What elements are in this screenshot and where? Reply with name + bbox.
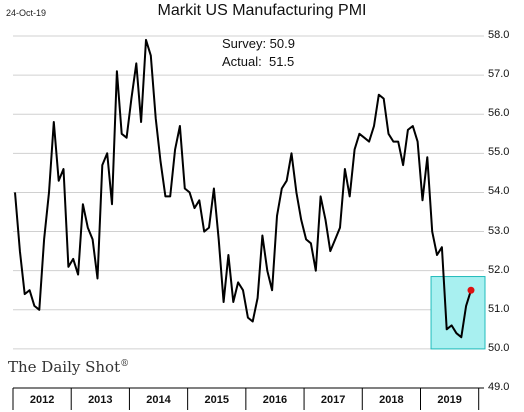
- x-tick-label: 2014: [146, 394, 171, 406]
- pmi-series-line: [14, 38, 472, 339]
- y-tick-label: 51.0: [488, 302, 510, 315]
- logo-text: The Daily Shot: [8, 358, 121, 376]
- latest-value-marker: [467, 286, 475, 294]
- x-tick-label: 2017: [320, 394, 346, 406]
- daily-shot-logo: The Daily Shot®: [8, 358, 129, 376]
- y-tick-label: 52.0: [488, 263, 510, 276]
- y-tick-label: 56.0: [488, 107, 510, 120]
- y-tick-label: 57.0: [488, 68, 510, 81]
- date-stamp: 24-Oct-19: [6, 8, 47, 18]
- y-tick-label: 53.0: [488, 224, 510, 237]
- x-tick-label: 2019: [437, 394, 462, 406]
- x-tick-label: 2018: [379, 394, 404, 406]
- x-tick-label: 2015: [204, 394, 229, 406]
- gridlines: [13, 35, 484, 389]
- actual-annotation: Actual: 51.5: [222, 54, 295, 69]
- x-tick-label: 2016: [262, 394, 288, 406]
- x-tick-label: 2012: [29, 394, 55, 406]
- y-tick-label: 55.0: [488, 146, 510, 159]
- y-tick-label: 58.0: [488, 29, 510, 41]
- recent-period-highlight: [430, 276, 486, 350]
- y-tick-label: 54.0: [488, 185, 510, 198]
- chart-title: Markit US Manufacturing PMI: [157, 2, 367, 19]
- survey-annotation: Survey: 50.9: [222, 36, 295, 51]
- y-tick-label: 50.0: [488, 341, 510, 354]
- x-axis: [12, 387, 484, 410]
- y-tick-label: 49.0: [488, 381, 510, 393]
- x-tick-label: 2013: [88, 394, 113, 406]
- logo-mark: ®: [120, 359, 130, 369]
